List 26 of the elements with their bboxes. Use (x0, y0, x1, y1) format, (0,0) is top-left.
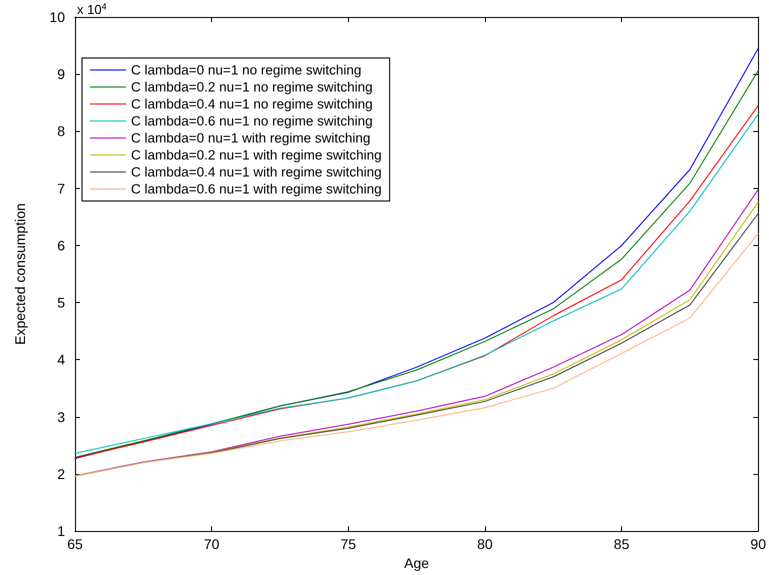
legend-label: C lambda=0 nu=1 with regime switching (131, 130, 370, 146)
y-tick-label: 1 (57, 523, 66, 540)
x-tick-label: 75 (340, 536, 356, 552)
y-tick-label: 5 (57, 294, 66, 311)
legend-label: C lambda=0.4 nu=1 with regime switching (131, 164, 382, 180)
x-tick-label: 90 (750, 536, 766, 552)
legend-label: C lambda=0.4 nu=1 no regime switching (131, 96, 373, 112)
y-tick-label: 7 (57, 180, 66, 196)
y-tick-label: 2 (57, 466, 66, 482)
y-tick-label: 3 (57, 408, 66, 425)
y-tick-label: 10 (49, 9, 66, 25)
x-tick-label: 85 (614, 536, 630, 552)
y-axis-title: Expected consumption (12, 203, 28, 345)
x-axis-title: Age (404, 555, 430, 571)
legend-label: C lambda=0.6 nu=1 with regime switching (131, 182, 382, 196)
x-tick-label: 70 (204, 536, 220, 552)
x-tick-label: 80 (477, 536, 493, 552)
x-tick-label: 65 (67, 536, 83, 552)
y-tick-label: 9 (57, 66, 66, 82)
legend-label: C lambda=0.2 nu=1 with regime switching (131, 148, 382, 162)
legend-label: C lambda=0.6 nu=1 no regime switching (131, 114, 373, 128)
legend-label: C lambda=0 nu=1 no regime switching (131, 62, 362, 78)
y-tick-label: 8 (57, 123, 66, 140)
y-tick-label: 6 (57, 237, 66, 254)
y-tick-label: 4 (57, 352, 66, 368)
legend-label: C lambda=0.2 nu=1 no regime switching (131, 80, 373, 94)
